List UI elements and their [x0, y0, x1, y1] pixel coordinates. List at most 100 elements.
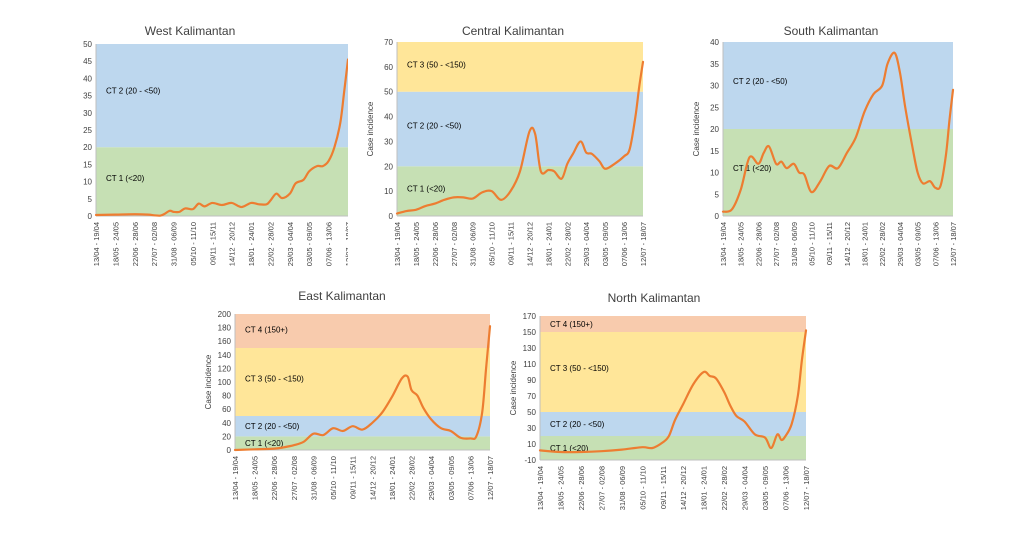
x-tick-label-2: 22/06 - 28/06 — [270, 456, 279, 500]
y-tick-label-0: 0 — [88, 212, 93, 221]
y-tick-label-1: 5 — [715, 190, 720, 199]
x-tick-label-2: 22/06 - 28/06 — [431, 222, 440, 266]
y-tick-label-7: 130 — [523, 344, 537, 353]
x-tick-label-10: 29/03 - 04/04 — [582, 222, 591, 266]
x-tick-label-11: 03/05 - 09/05 — [914, 222, 923, 266]
x-tick-label-0: 13/04 - 19/04 — [92, 222, 101, 266]
x-tick-label-8: 18/01 - 24/01 — [388, 456, 397, 500]
x-tick-label-13: 12/07 - 18/07 — [802, 466, 811, 510]
x-tick-label-8: 18/01 - 24/01 — [544, 222, 553, 266]
x-tick-label-12: 07/06 - 13/06 — [782, 466, 791, 510]
chart-panel-north: North Kalimantan CT 1 (<20) CT 2 (20 - <50… — [492, 282, 822, 522]
x-tick-label-9: 22/02 - 28/02 — [563, 222, 572, 266]
x-tick-label-6: 09/11 - 15/11 — [659, 466, 668, 509]
y-tick-label-9: 170 — [523, 312, 537, 321]
x-tick-label-1: 18/05 - 24/05 — [556, 466, 565, 510]
x-tick-label-11: 03/05 - 09/05 — [447, 456, 456, 500]
y-tick-label-2: 20 — [384, 162, 393, 171]
x-tick-label-2: 22/06 - 28/06 — [754, 222, 763, 266]
band-label-0: CT 1 (<20) — [407, 185, 446, 194]
band-3 — [235, 314, 490, 348]
band-1 — [397, 91, 643, 167]
x-tick-label-8: 18/01 - 24/01 — [861, 222, 870, 266]
band-label-0: CT 1 (<20) — [245, 439, 284, 448]
band-label-0: CT 1 (<20) — [550, 444, 589, 453]
band-0 — [235, 436, 490, 450]
x-tick-label-3: 27/07 - 02/08 — [772, 222, 781, 266]
y-tick-label-7: 140 — [218, 351, 232, 360]
x-tick-label-6: 09/11 - 15/11 — [507, 222, 516, 265]
band-2 — [397, 42, 643, 92]
chart-panel-central: Central Kalimantan CT 1 (<20) CT 2 (20 - <… — [363, 8, 653, 286]
band-label-0: CT 1 (<20) — [733, 164, 772, 173]
x-tick-label-3: 27/07 - 02/08 — [597, 466, 606, 510]
y-tick-label-3: 15 — [83, 160, 92, 169]
y-tick-label-2: 30 — [527, 424, 536, 433]
y-tick-label-5: 100 — [218, 378, 232, 387]
series-line-0 — [538, 329, 808, 454]
y-tick-label-2: 10 — [710, 169, 719, 178]
band-label-1: CT 2 (20 - <50) — [245, 422, 300, 431]
y-axis-label: Case incidence — [204, 354, 213, 409]
x-tick-label-0: 13/04 - 19/04 — [719, 222, 728, 266]
x-tick-label-9: 22/02 - 28/02 — [266, 222, 275, 266]
band-label-2: CT 3 (50 - <150) — [550, 364, 609, 373]
y-tick-label-8: 40 — [83, 74, 92, 83]
band-label-3: CT 4 (150+) — [550, 320, 593, 329]
y-tick-label-3: 15 — [710, 147, 719, 156]
x-tick-label-3: 27/07 - 02/08 — [150, 222, 159, 266]
series-line-0 — [395, 60, 645, 215]
x-tick-label-3: 27/07 - 02/08 — [450, 222, 459, 266]
series-line-0 — [233, 325, 492, 452]
chart-panel-east: East Kalimantan CT 1 (<20) CT 2 (20 - <50)… — [185, 282, 500, 522]
x-tick-label-1: 18/05 - 24/05 — [111, 222, 120, 266]
y-tick-label-7: 35 — [710, 60, 719, 69]
x-tick-label-8: 18/01 - 24/01 — [700, 466, 709, 510]
y-tick-label-4: 70 — [527, 392, 536, 401]
x-tick-label-10: 29/03 - 04/04 — [741, 466, 750, 510]
x-tick-label-7: 14/12 - 20/12 — [368, 456, 377, 500]
chart-panel-south: South Kalimantan CT 1 (<20) CT 2 (20 - <50… — [681, 8, 961, 286]
y-tick-label-5: 50 — [384, 88, 393, 97]
chart-title: West Kalimantan — [145, 24, 236, 38]
y-tick-label-8: 40 — [710, 38, 719, 47]
band-label-1: CT 2 (20 - <50) — [733, 77, 788, 86]
band-label-1: CT 2 (20 - <50) — [550, 420, 605, 429]
x-tick-label-6: 09/11 - 15/11 — [349, 456, 358, 499]
y-tick-label-4: 20 — [83, 143, 92, 152]
y-tick-label-8: 160 — [218, 337, 232, 346]
x-tick-label-4: 31/08 - 06/09 — [618, 466, 627, 510]
band-1 — [96, 44, 348, 148]
chart-title: South Kalimantan — [784, 24, 879, 38]
band-label-3: CT 4 (150+) — [245, 325, 288, 334]
x-tick-label-1: 18/05 - 24/05 — [251, 456, 260, 500]
y-tick-label-3: 30 — [384, 137, 393, 146]
chart-title: East Kalimantan — [298, 289, 385, 303]
y-tick-label-0: 0 — [227, 446, 232, 455]
chart-panel-west: West Kalimantan CT 1 (<20) CT 2 (20 - <50)… — [78, 8, 348, 286]
y-tick-label-4: 20 — [710, 125, 719, 134]
x-tick-label-11: 03/05 - 09/05 — [601, 222, 610, 266]
y-tick-label-4: 40 — [384, 113, 393, 122]
x-tick-label-2: 22/06 - 28/06 — [577, 466, 586, 510]
band-2 — [540, 332, 806, 412]
x-tick-label-5: 05/10 - 11/10 — [329, 456, 338, 500]
y-tick-label-5: 25 — [710, 103, 719, 112]
y-tick-label-6: 60 — [384, 63, 393, 72]
y-tick-label-7: 35 — [83, 92, 92, 101]
x-tick-label-5: 05/10 - 11/10 — [807, 222, 816, 266]
x-tick-label-13: 12/07 - 18/07 — [639, 222, 648, 266]
chart-svg-east: East Kalimantan CT 1 (<20) CT 2 (20 - <50)… — [204, 289, 495, 500]
x-tick-label-5: 05/10 - 11/10 — [638, 466, 647, 510]
y-tick-label-4: 80 — [222, 392, 231, 401]
x-tick-label-7: 14/12 - 20/12 — [228, 222, 237, 266]
x-tick-label-11: 03/05 - 09/05 — [761, 466, 770, 510]
y-tick-label-2: 10 — [83, 178, 92, 187]
y-tick-label-6: 120 — [218, 364, 232, 373]
x-tick-label-4: 31/08 - 06/09 — [309, 456, 318, 500]
x-tick-label-10: 29/03 - 04/04 — [286, 222, 295, 266]
y-tick-label-9: 45 — [83, 57, 92, 66]
x-tick-label-12: 07/06 - 13/06 — [620, 222, 629, 266]
y-tick-label-0: -10 — [524, 456, 536, 465]
x-tick-label-9: 22/02 - 28/02 — [878, 222, 887, 266]
